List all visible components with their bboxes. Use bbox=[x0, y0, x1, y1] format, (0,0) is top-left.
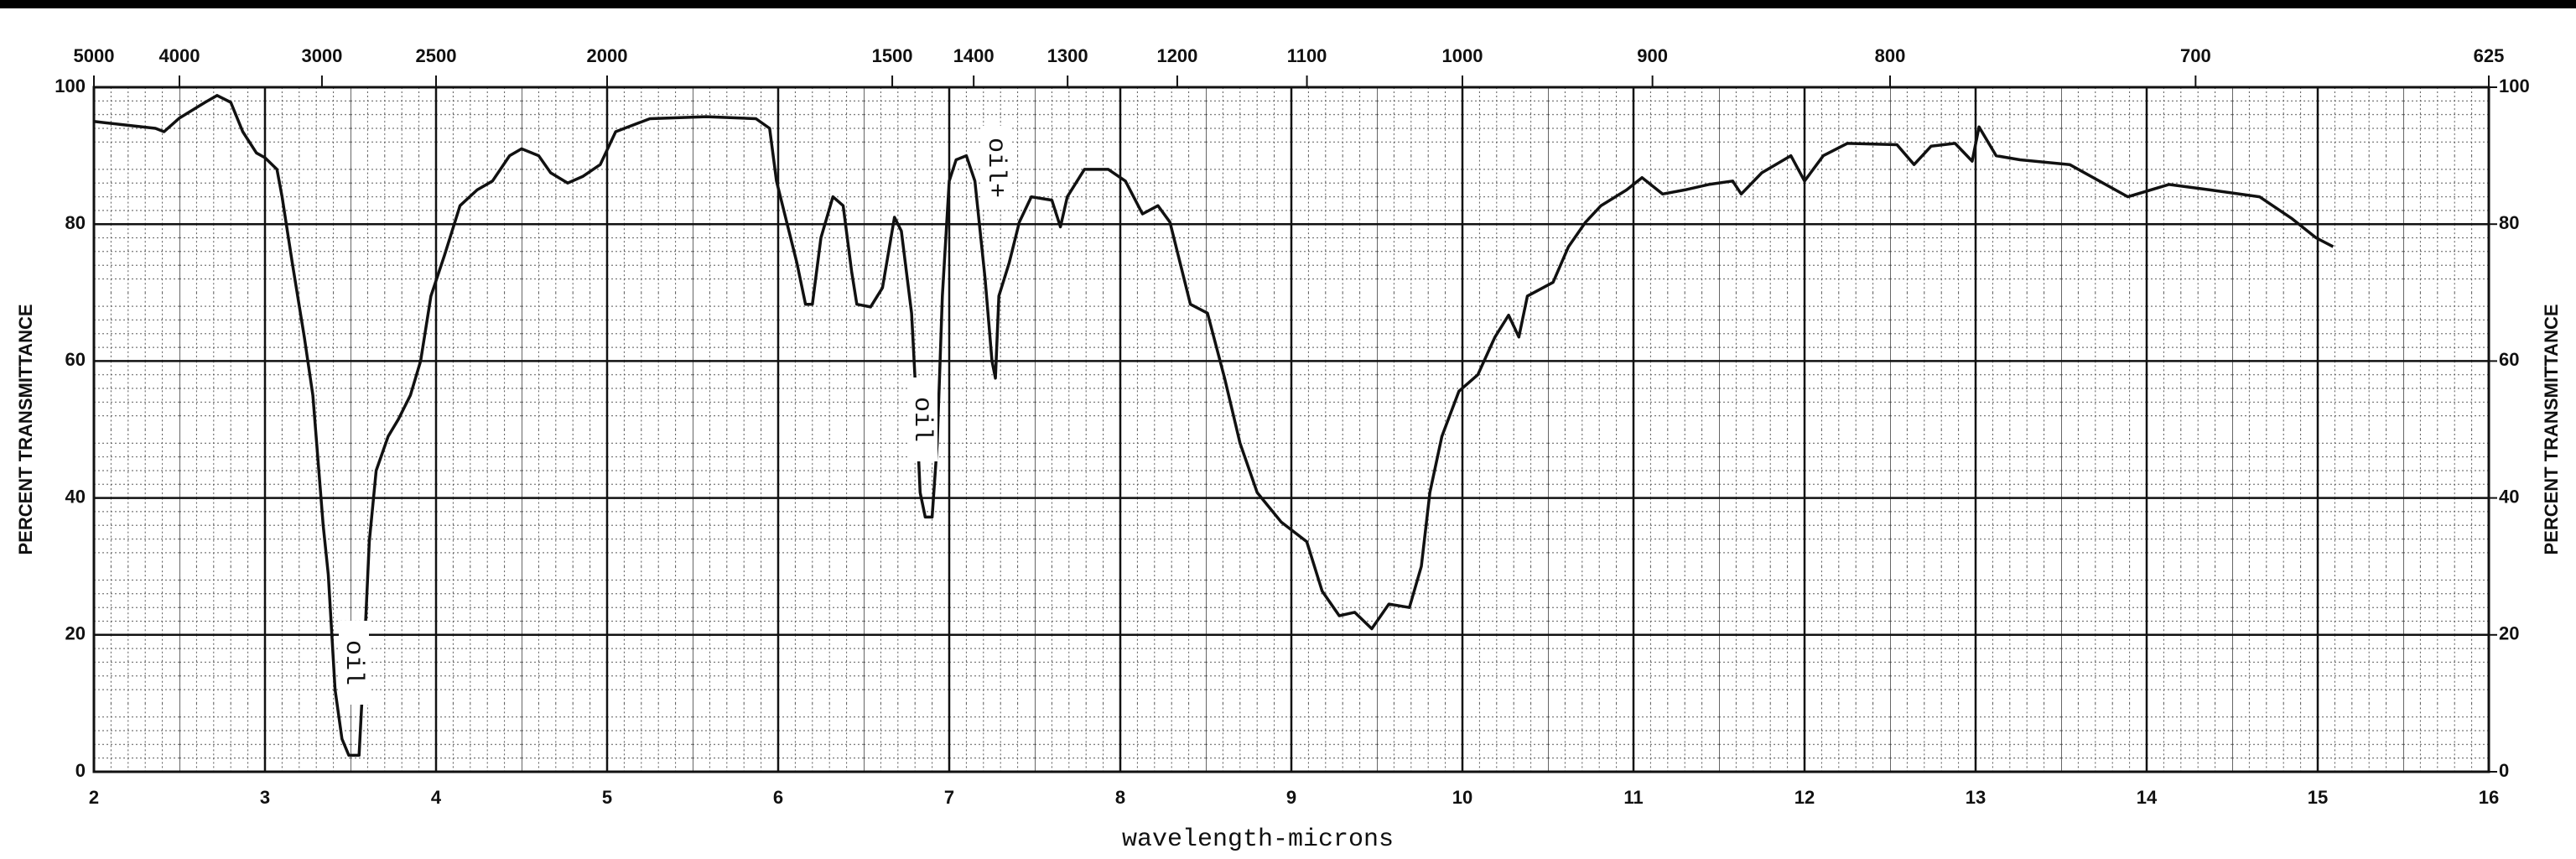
x-tick-label: 3 bbox=[260, 787, 270, 808]
x-tick-label: 6 bbox=[773, 787, 783, 808]
y-tick-label: 80 bbox=[65, 212, 86, 233]
x2-tick-label: 1200 bbox=[1156, 45, 1197, 66]
y-tick-label: 100 bbox=[55, 75, 86, 96]
x2-tick-label: 625 bbox=[2474, 45, 2505, 66]
y-tick-label: 20 bbox=[65, 623, 86, 644]
x-tick-label: 8 bbox=[1115, 787, 1125, 808]
x2-tick-label: 1000 bbox=[1442, 45, 1483, 66]
y-tick-label: 40 bbox=[65, 486, 86, 507]
y-tick-label: 0 bbox=[75, 760, 86, 781]
x-tick-label: 12 bbox=[1794, 787, 1815, 808]
y2-tick-label: 60 bbox=[2499, 349, 2519, 370]
x-tick-label: 16 bbox=[2479, 787, 2499, 808]
x-tick-label: 9 bbox=[1286, 787, 1296, 808]
top-band bbox=[0, 0, 2576, 8]
x2-tick-label: 2500 bbox=[416, 45, 457, 66]
x2-tick-label: 1100 bbox=[1287, 45, 1327, 66]
x-tick-label: 11 bbox=[1623, 787, 1643, 808]
x2-tick-label: 3000 bbox=[301, 45, 342, 66]
x-tick-label: 7 bbox=[944, 787, 954, 808]
x-axis-label: wavelength-microns bbox=[1122, 825, 1394, 854]
y2-axis-label: PERCENT TRANSMITTANCE bbox=[2541, 304, 2562, 554]
annotation: oil bbox=[907, 397, 936, 442]
x-tick-label: 5 bbox=[602, 787, 612, 808]
annotation: oil bbox=[339, 640, 367, 685]
annotation-bg bbox=[907, 377, 937, 461]
x2-tick-label: 1400 bbox=[953, 45, 995, 66]
x2-tick-label: 5000 bbox=[74, 45, 115, 66]
x-tick-label: 10 bbox=[1452, 787, 1472, 808]
annotation: oil+ bbox=[981, 138, 1010, 198]
y2-tick-label: 100 bbox=[2499, 75, 2530, 96]
annotation-bg bbox=[981, 126, 1011, 210]
x2-tick-label: 700 bbox=[2180, 45, 2211, 66]
x-tick-label: 15 bbox=[2308, 787, 2328, 808]
x2-tick-label: 4000 bbox=[159, 45, 200, 66]
x2-tick-label: 1300 bbox=[1047, 45, 1088, 66]
x2-tick-label: 800 bbox=[1875, 45, 1906, 66]
annotation-bg bbox=[339, 621, 369, 705]
x-tick-label: 2 bbox=[89, 787, 99, 808]
y2-tick-label: 20 bbox=[2499, 623, 2519, 644]
x-tick-label: 14 bbox=[2137, 787, 2158, 808]
x2-tick-label: 1500 bbox=[872, 45, 913, 66]
y2-tick-label: 40 bbox=[2499, 486, 2519, 507]
y2-tick-label: 0 bbox=[2499, 760, 2509, 781]
spectrum-line bbox=[93, 94, 2334, 757]
y2-tick-label: 80 bbox=[2499, 212, 2519, 233]
y-axis-label: PERCENT TRANSMITTANCE bbox=[15, 304, 36, 554]
x-tick-label: 4 bbox=[431, 787, 442, 808]
y-tick-label: 60 bbox=[65, 349, 86, 370]
x2-tick-label: 900 bbox=[1637, 45, 1668, 66]
x2-tick-label: 2000 bbox=[587, 45, 628, 66]
x-tick-label: 13 bbox=[1966, 787, 1986, 808]
